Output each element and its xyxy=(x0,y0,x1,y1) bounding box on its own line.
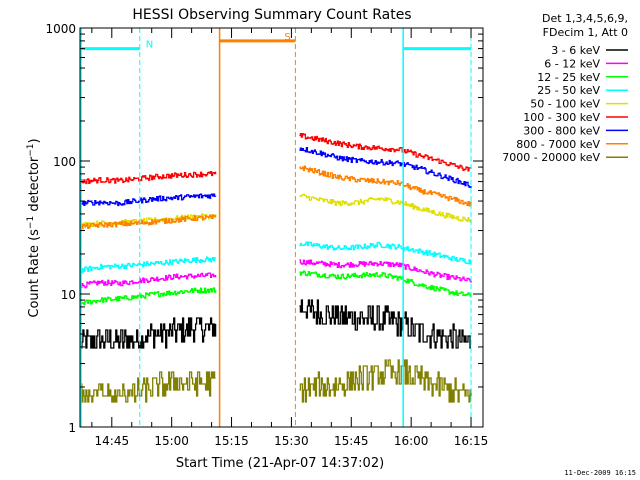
y-tick-label: 100 xyxy=(53,155,76,169)
series-line xyxy=(79,193,217,207)
legend-entry-label: 800 - 7000 keV xyxy=(516,138,600,151)
series-line xyxy=(299,270,472,298)
y-tick-label: 10 xyxy=(61,288,76,302)
series-line xyxy=(299,147,472,188)
legend-entry-label: 300 - 800 keV xyxy=(523,124,600,137)
x-tick-label: 15:30 xyxy=(274,434,309,448)
series-100-300-kev xyxy=(79,132,472,185)
legend-entry-label: 3 - 6 keV xyxy=(551,44,600,57)
series-line xyxy=(299,299,471,349)
y-tick-label: 1000 xyxy=(45,22,76,36)
axis-layer: 1 10 100 1000 14:45 15:00 15:15 15:30 15:45 16:00… xyxy=(45,22,488,448)
y-axis-label-part: detector xyxy=(27,156,42,216)
series-line xyxy=(79,213,217,229)
y-axis-label-exponent: −1 xyxy=(26,216,36,229)
legend-entry-label: 6 - 12 keV xyxy=(544,57,600,70)
data-layer xyxy=(79,132,472,403)
series-line xyxy=(79,317,217,349)
series-line xyxy=(79,272,217,289)
series-line xyxy=(79,214,217,230)
legend: Det 1,3,4,5,6,9, FDecim 1, Att 0 3 - 6 k… xyxy=(502,12,628,164)
chart-title: HESSI Observing Summary Count Rates xyxy=(132,7,411,23)
series-line xyxy=(79,287,217,306)
series-3-6-kev xyxy=(79,299,471,349)
series-line xyxy=(299,259,472,283)
series-300-800-kev xyxy=(79,147,472,207)
legend-entry-label: 100 - 300 keV xyxy=(523,111,600,124)
legend-header-line: Det 1,3,4,5,6,9, xyxy=(542,12,628,25)
y-axis-label-part: ) xyxy=(27,138,42,143)
legend-entry-label: 12 - 25 keV xyxy=(537,71,600,84)
x-axis-label: Start Time (21-Apr-07 14:37:02) xyxy=(176,456,384,471)
series-line xyxy=(79,256,217,274)
series-line xyxy=(299,193,472,223)
series-6-12-kev xyxy=(79,259,472,289)
legend-header-line: FDecim 1, Att 0 xyxy=(543,26,628,39)
timestamp: 11-Dec-2009 16:15 xyxy=(564,469,636,477)
flag-layer: NS xyxy=(79,28,472,427)
series-line xyxy=(79,371,216,403)
series-line xyxy=(79,171,217,185)
x-tick-label: 15:00 xyxy=(154,434,189,448)
legend-entry-label: 7000 - 20000 keV xyxy=(502,151,600,164)
x-tick-label: 15:45 xyxy=(334,434,369,448)
x-tick-label: 15:15 xyxy=(214,434,249,448)
series-12-25-kev xyxy=(79,270,472,306)
series-line xyxy=(299,241,472,265)
series-800-7000-kev xyxy=(79,165,472,230)
series-7000-20000-kev xyxy=(79,359,472,403)
x-tick-label: 16:00 xyxy=(394,434,429,448)
y-axis-label-exponent: −1 xyxy=(26,143,36,156)
night-flag-label: N xyxy=(146,40,153,51)
series-line xyxy=(299,132,472,172)
series-50-100-kev xyxy=(79,193,472,229)
saa-flag-label: S xyxy=(284,32,290,43)
x-tick-label: 16:15 xyxy=(454,434,489,448)
legend-entry-label: 50 - 100 keV xyxy=(530,98,600,111)
series-line xyxy=(299,359,472,403)
legend-entry-label: 25 - 50 keV xyxy=(537,84,600,97)
series-25-50-kev xyxy=(79,241,472,274)
series-line xyxy=(299,165,472,207)
y-axis-label-part: Count Rate (s xyxy=(27,229,42,318)
x-tick-label: 14:45 xyxy=(95,434,130,448)
y-axis-label: Count Rate (s−1 detector−1) xyxy=(26,138,42,317)
plot-frame xyxy=(79,27,484,428)
y-tick-label: 1 xyxy=(68,421,76,435)
